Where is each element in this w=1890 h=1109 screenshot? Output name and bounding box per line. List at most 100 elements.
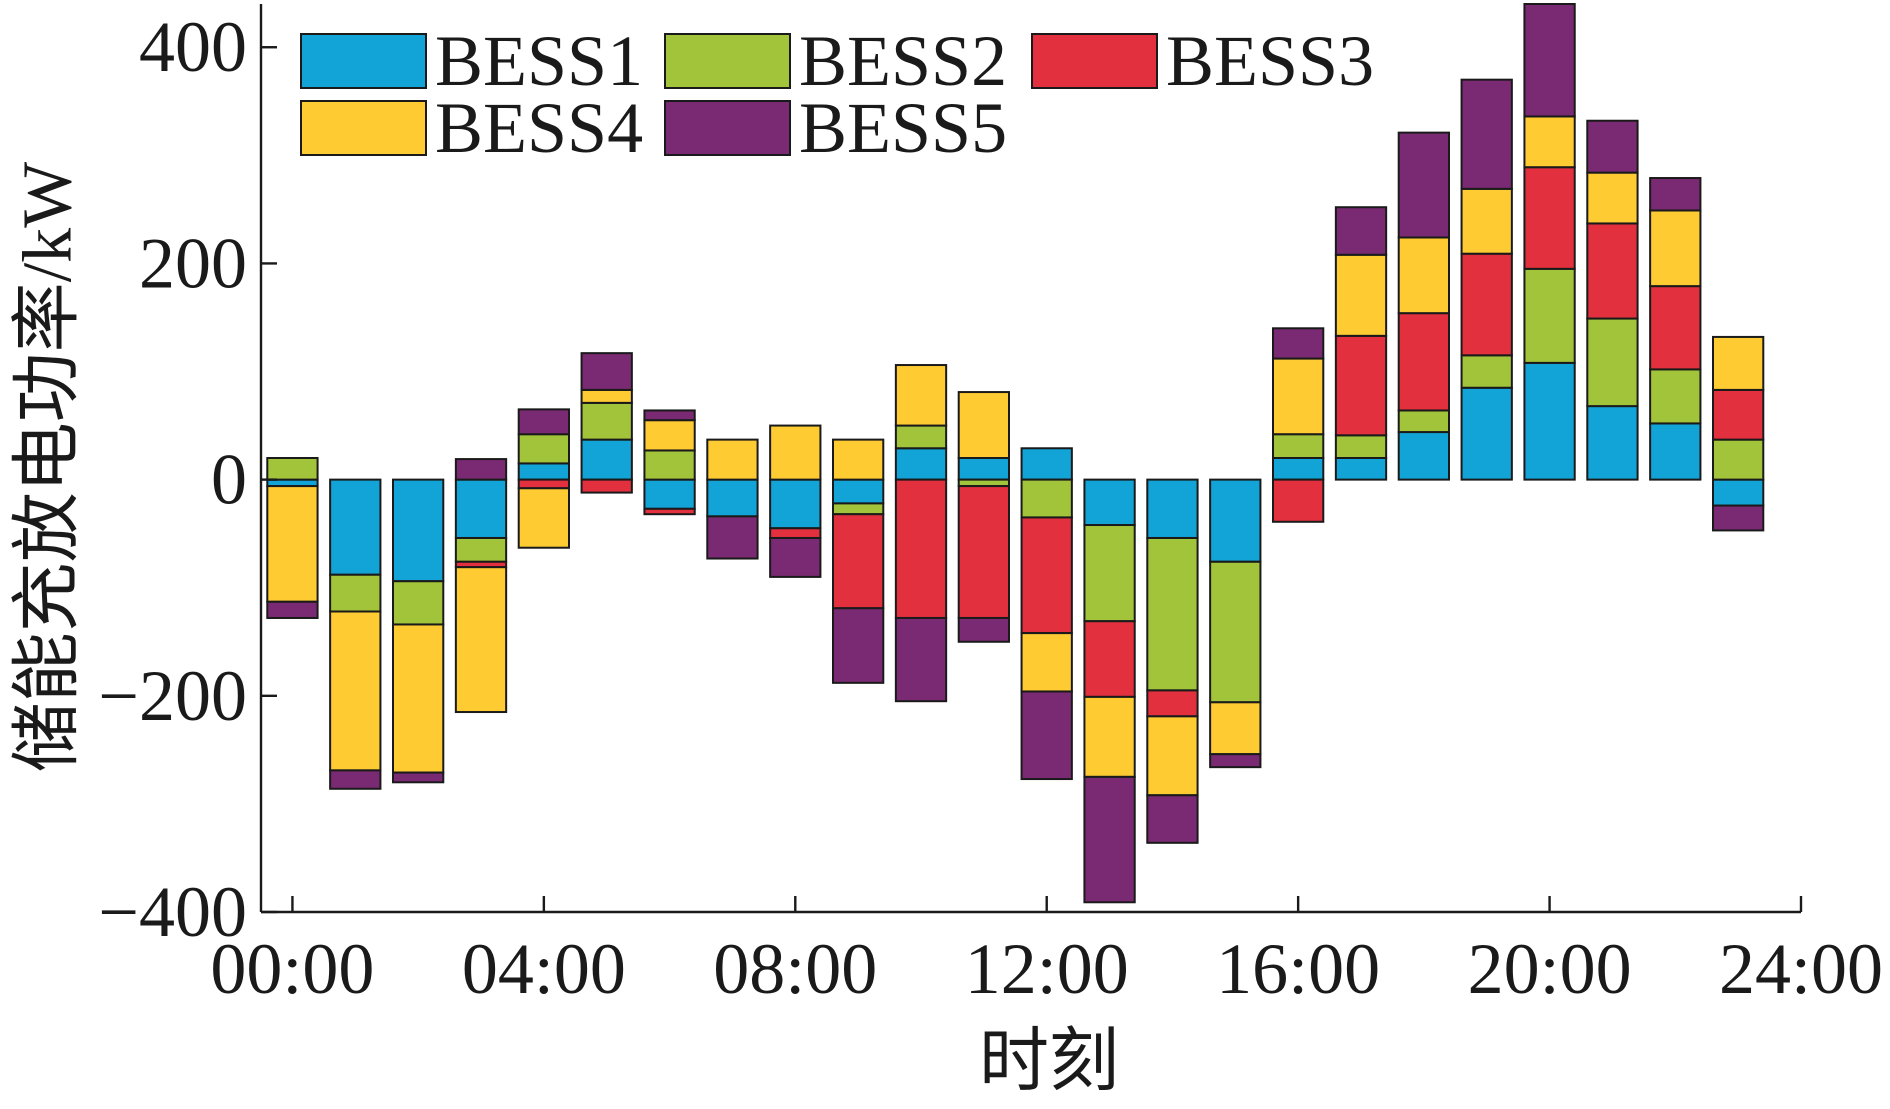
bar-bess1-1000 bbox=[894, 447, 948, 481]
bar-bess3-1700 bbox=[1334, 334, 1388, 437]
bar-bess4-1000 bbox=[894, 364, 948, 427]
bar-bess2-0400 bbox=[517, 433, 571, 465]
bar-bess2-0200 bbox=[392, 580, 445, 626]
bar-bess2-0100 bbox=[329, 573, 382, 613]
bar-bess3-2100 bbox=[1586, 222, 1639, 320]
legend-label: BESS1 bbox=[435, 21, 643, 101]
bar-bess5-1600 bbox=[1272, 327, 1325, 360]
bar-bess4-1800 bbox=[1397, 236, 1450, 315]
bar-bess1-1900 bbox=[1460, 386, 1513, 481]
bar-bess3-1200 bbox=[1020, 516, 1073, 635]
bar-bess5-1800 bbox=[1397, 131, 1450, 239]
bar-bess2-0000 bbox=[266, 457, 319, 481]
bar-bess3-1600 bbox=[1272, 478, 1325, 523]
bar-bess4-1700 bbox=[1334, 253, 1388, 337]
bar-segments bbox=[266, 3, 1765, 904]
bar-bess4-0700 bbox=[706, 438, 759, 481]
bar-bess5-0800 bbox=[769, 536, 822, 578]
bar-bess2-1900 bbox=[1460, 354, 1513, 389]
bar-bess2-0600 bbox=[643, 449, 696, 481]
bar-bess5-1400 bbox=[1146, 794, 1199, 844]
bar-bess1-0400 bbox=[517, 462, 571, 481]
bar-bess3-1400 bbox=[1146, 689, 1199, 718]
bar-bess3-1900 bbox=[1460, 252, 1513, 357]
legend: BESS1 BESS2 BESS3 BESS4 BESS5 bbox=[300, 21, 1374, 168]
bar-bess5-1900 bbox=[1460, 78, 1513, 190]
x-tick-label: 04:00 bbox=[462, 929, 626, 1009]
bar-bess4-0400 bbox=[517, 487, 571, 549]
bar-bess2-1700 bbox=[1334, 434, 1388, 459]
y-tick-label: −200 bbox=[98, 656, 247, 736]
bar-bess1-1800 bbox=[1397, 431, 1450, 481]
bar-bess1-1600 bbox=[1272, 457, 1325, 481]
bar-bess2-1400 bbox=[1146, 536, 1199, 692]
legend-swatch bbox=[664, 100, 791, 156]
x-tick-label: 00:00 bbox=[210, 929, 374, 1009]
bar-bess4-0300 bbox=[454, 566, 508, 714]
bar-bess4-1200 bbox=[1020, 632, 1073, 693]
bar-bess2-2200 bbox=[1649, 368, 1702, 425]
bar-bess1-2200 bbox=[1649, 422, 1702, 481]
bar-bess4-1900 bbox=[1460, 187, 1513, 255]
legend-label: BESS2 bbox=[799, 21, 1007, 101]
bar-bess4-2300 bbox=[1712, 335, 1765, 391]
bar-bess2-2100 bbox=[1586, 317, 1639, 408]
bar-bess2-1800 bbox=[1397, 409, 1450, 434]
bar-bess5-0500 bbox=[580, 352, 633, 391]
x-tick-label: 20:00 bbox=[1468, 929, 1632, 1009]
bar-bess3-1300 bbox=[1083, 620, 1136, 698]
bar-bess2-2000 bbox=[1523, 267, 1576, 364]
bar-bess2-1500 bbox=[1209, 560, 1262, 704]
bar-bess4-0800 bbox=[769, 424, 822, 481]
y-tick-label: −400 bbox=[98, 872, 247, 952]
y-tick-label: 400 bbox=[139, 7, 247, 87]
bar-bess4-1100 bbox=[957, 391, 1011, 459]
bar-bess2-1300 bbox=[1083, 524, 1136, 623]
legend-item-bess2: BESS2 bbox=[664, 21, 1007, 101]
bar-bess5-1700 bbox=[1334, 206, 1388, 256]
bar-bess2-1200 bbox=[1020, 478, 1073, 519]
bar-bess4-0000 bbox=[266, 485, 319, 603]
bar-bess5-0900 bbox=[832, 607, 885, 684]
bar-bess1-0100 bbox=[329, 478, 382, 576]
bar-bess2-1000 bbox=[894, 424, 948, 450]
bar-bess5-0700 bbox=[706, 515, 759, 560]
bar-bess4-0500 bbox=[580, 388, 633, 404]
bar-bess1-1200 bbox=[1020, 447, 1073, 481]
axes: −400 −200 0 200 400 00:00 04:00 08:00 12:00 16:0… bbox=[98, 4, 1883, 1009]
bar-bess1-2100 bbox=[1586, 405, 1639, 481]
legend-label: BESS3 bbox=[1166, 21, 1374, 101]
bar-bess2-0300 bbox=[454, 536, 508, 563]
bar-bess4-2100 bbox=[1586, 171, 1639, 225]
x-ticks: 00:00 04:00 08:00 12:00 16:00 20:00 24:00 bbox=[210, 896, 1883, 1009]
bar-bess5-0200 bbox=[392, 771, 445, 784]
bar-bess3-1800 bbox=[1397, 312, 1450, 412]
legend-label: BESS5 bbox=[799, 88, 1007, 168]
bar-bess1-0200 bbox=[392, 478, 445, 583]
bar-bess5-1300 bbox=[1083, 775, 1136, 904]
x-tick-label: 24:00 bbox=[1719, 929, 1883, 1009]
legend-item-bess4: BESS4 bbox=[300, 88, 643, 168]
bar-bess5-2100 bbox=[1586, 119, 1639, 174]
y-ticks: −400 −200 0 200 400 bbox=[98, 7, 277, 952]
bar-bess2-1600 bbox=[1272, 433, 1325, 460]
bar-bess3-0900 bbox=[832, 513, 885, 610]
bar-bess5-0400 bbox=[517, 408, 571, 436]
bar-bess5-0000 bbox=[266, 600, 319, 619]
bar-bess1-0500 bbox=[580, 438, 633, 481]
bar-bess1-0300 bbox=[454, 478, 508, 539]
bar-bess5-1100 bbox=[957, 616, 1011, 643]
bar-bess5-1500 bbox=[1209, 753, 1262, 769]
bar-bess4-0100 bbox=[329, 610, 382, 772]
bar-bess2-0500 bbox=[580, 401, 633, 441]
bar-bess3-1100 bbox=[957, 485, 1011, 619]
bar-bess4-1400 bbox=[1146, 715, 1199, 797]
bar-bess1-0700 bbox=[706, 478, 759, 518]
bar-bess3-2200 bbox=[1649, 285, 1702, 371]
bar-bess3-0400 bbox=[517, 478, 571, 490]
bar-bess1-1500 bbox=[1209, 478, 1262, 563]
bar-bess4-0200 bbox=[392, 623, 445, 774]
bar-bess1-1300 bbox=[1083, 478, 1136, 527]
bar-bess3-2000 bbox=[1523, 166, 1576, 270]
